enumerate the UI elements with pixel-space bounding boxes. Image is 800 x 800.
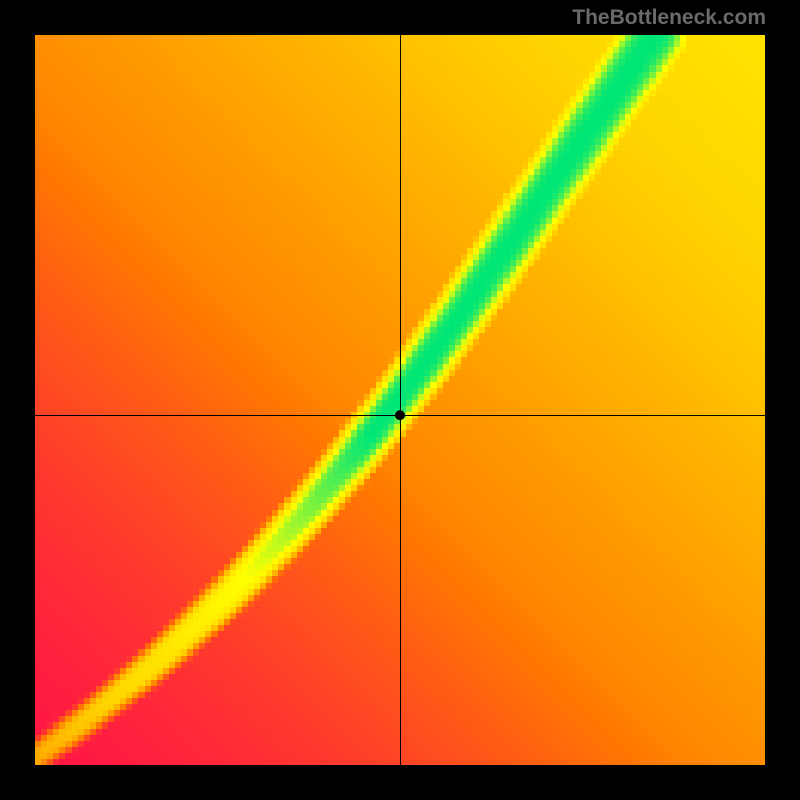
chart-container: TheBottleneck.com (0, 0, 800, 800)
watermark-text: TheBottleneck.com (572, 6, 766, 30)
bottleneck-heatmap (0, 0, 800, 800)
